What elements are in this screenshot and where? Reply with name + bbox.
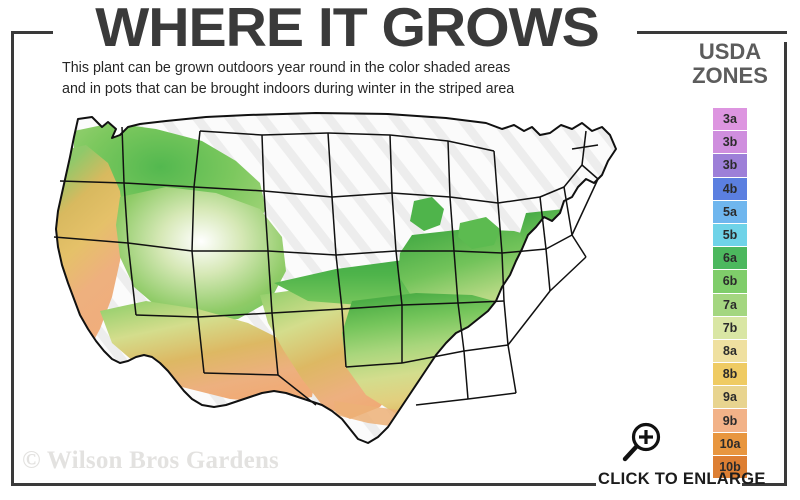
usda-hardiness-zone-map <box>16 105 696 475</box>
copyright-watermark: © Wilson Bros Gardens <box>22 447 279 474</box>
map-svg <box>53 112 617 444</box>
zone-swatch-6b-7: 6b <box>713 270 747 294</box>
zoom-in-icon-svg <box>622 422 661 462</box>
frame-top-left-border <box>11 31 53 34</box>
zone-swatch-4b-3: 4b <box>713 177 747 201</box>
region-southwest <box>100 301 316 403</box>
usda-zones-heading: USDA ZONES <box>672 40 788 88</box>
subtitle-line-2: and in pots that can be brought indoors … <box>62 81 515 97</box>
zone-swatch-10a-14: 10a <box>713 432 747 456</box>
zone-swatch-5a-4: 5a <box>713 200 747 224</box>
zone-swatch-label: 4b <box>722 181 738 196</box>
zone-swatch-label: 9a <box>723 390 737 405</box>
region-florida <box>486 367 546 443</box>
zone-swatch-10b-15: 10b <box>713 455 747 479</box>
zone-swatch-label: 8a <box>723 343 737 358</box>
page-title: WHERE IT GROWS <box>95 0 599 58</box>
region-lake-erie-pocket <box>458 217 500 249</box>
frame-bottom-left-border <box>11 483 596 486</box>
zone-swatch-8a-10: 8a <box>713 339 747 364</box>
zone-swatch-3a-0: 3a <box>713 108 747 132</box>
zone-swatch-label: 3a <box>723 112 737 127</box>
region-intermountain-west <box>116 187 286 323</box>
usda-zones-heading-line-1: USDA <box>698 39 762 64</box>
click-to-enlarge-label[interactable]: CLICK TO ENLARGE <box>598 470 766 488</box>
zone-swatch-label: 3b <box>722 158 738 173</box>
subtitle-line-1: This plant can be grown outdoors year ro… <box>62 60 511 76</box>
zone-swatch-label: 10a <box>719 436 741 451</box>
region-northeast-coast <box>520 209 600 269</box>
zone-swatch-8b-11: 8b <box>713 363 747 387</box>
usda-zone-legend: 3a 3b 3b 4b 5a 5b 6a 6b 7a 7b 8a 8b 9a 9b 10a 10b <box>713 108 747 479</box>
zone-swatch-label: 6a <box>723 251 737 266</box>
zone-swatch-label: 7a <box>723 297 737 312</box>
zone-swatch-9a-12: 9a <box>713 386 747 410</box>
zone-swatch-6a-6: 6a <box>713 247 747 271</box>
subtitle-text: This plant can be grown outdoors year ro… <box>62 58 634 100</box>
zone-swatch-7b-9: 7b <box>713 316 747 340</box>
frame-right-border <box>784 42 787 486</box>
zone-swatch-label: 9b <box>722 413 738 428</box>
zone-swatch-7a-8: 7a <box>713 293 747 317</box>
frame-left-border <box>11 31 14 486</box>
map-state-outlines <box>53 112 617 444</box>
zone-swatch-3b-2: 3b <box>713 154 747 178</box>
zone-swatch-label: 3b <box>722 135 738 150</box>
zone-swatch-label: 8b <box>722 367 738 382</box>
zone-swatch-5b-5: 5b <box>713 223 747 248</box>
zone-swatch-label: 5a <box>723 204 737 219</box>
region-great-lakes-pocket <box>410 197 444 231</box>
zoom-in-icon[interactable] <box>617 419 665 467</box>
zone-swatch-label: 7b <box>722 320 738 335</box>
frame-top-right-border <box>637 31 787 34</box>
zone-swatch-label: 10b <box>719 459 741 474</box>
zone-swatch-3b-1: 3b <box>713 131 747 155</box>
frame-bottom-right-border <box>742 483 787 486</box>
zone-swatch-9b-13: 9b <box>713 409 747 433</box>
zone-swatch-label: 5b <box>722 228 738 243</box>
usda-zones-heading-line-2: ZONES <box>692 63 768 88</box>
zone-swatch-label: 6b <box>722 274 738 289</box>
